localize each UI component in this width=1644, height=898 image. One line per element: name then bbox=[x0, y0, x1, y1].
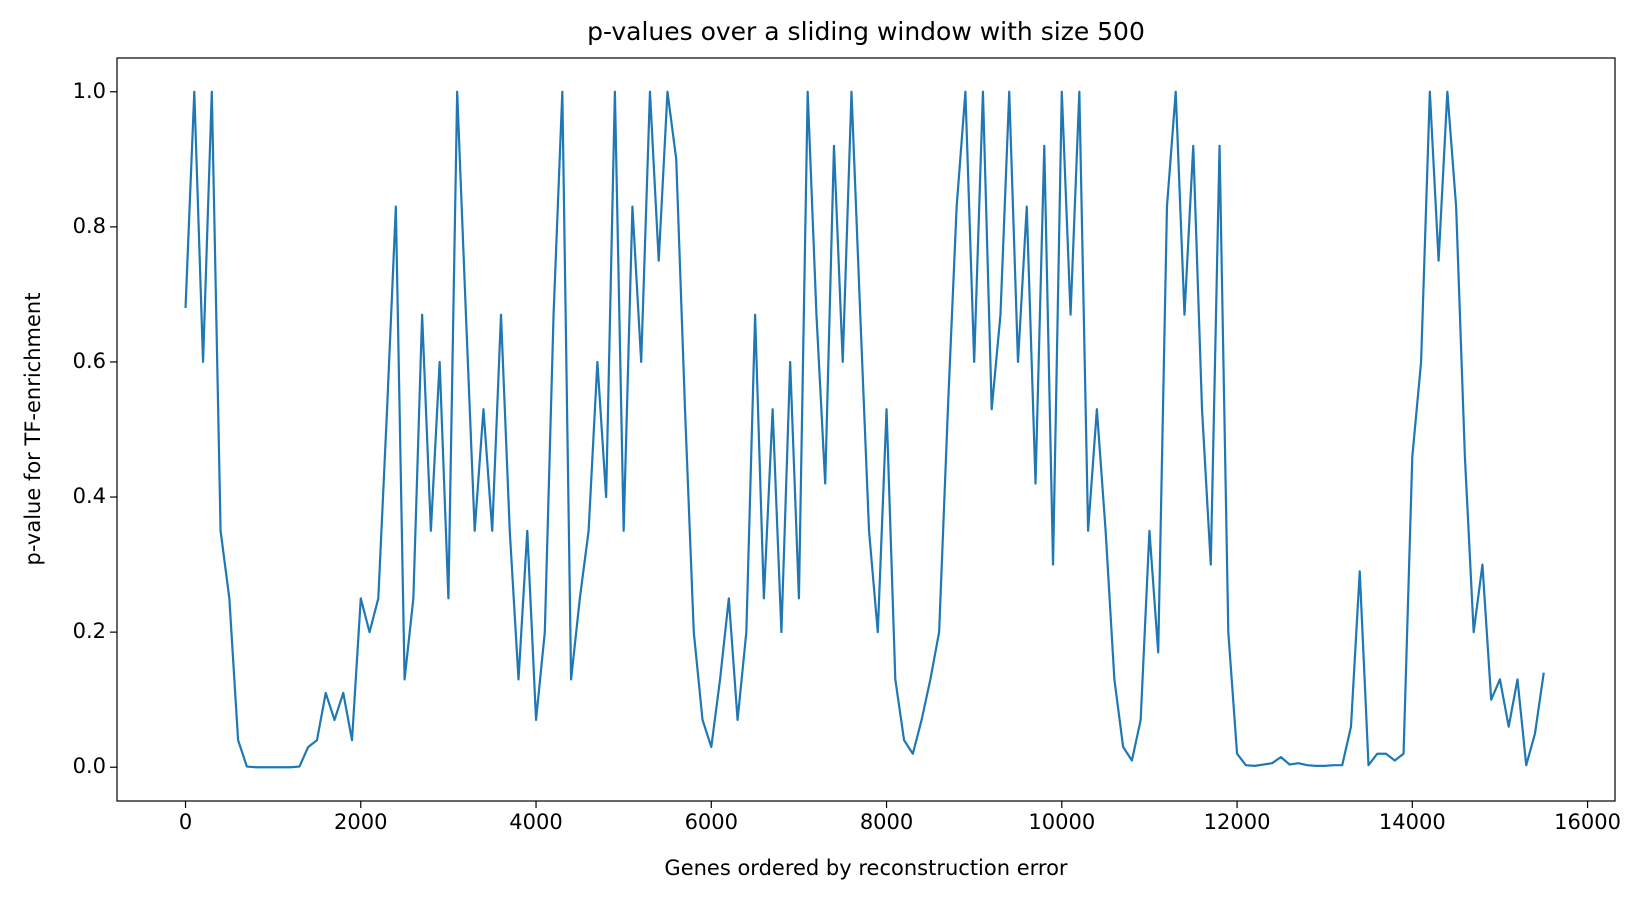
x-tick-label: 6000 bbox=[685, 810, 738, 834]
data-line bbox=[184, 90, 1545, 769]
chart-title: p-values over a sliding window with size… bbox=[587, 17, 1145, 46]
x-tick-label: 16000 bbox=[1554, 810, 1621, 834]
x-tick-label: 8000 bbox=[860, 810, 913, 834]
y-axis-label: p-value for TF-enrichment bbox=[21, 293, 45, 566]
y-tick-label: 1.0 bbox=[73, 79, 106, 103]
x-tick-label: 2000 bbox=[334, 810, 387, 834]
plot-frame bbox=[116, 57, 1616, 802]
y-tick-label: 0.6 bbox=[73, 349, 106, 373]
x-axis-label: Genes ordered by reconstruction error bbox=[664, 856, 1067, 880]
y-tick-label: 0.0 bbox=[73, 754, 106, 778]
x-tick-label: 10000 bbox=[1028, 810, 1095, 834]
x-tick-label: 12000 bbox=[1204, 810, 1271, 834]
x-tick-label: 14000 bbox=[1379, 810, 1446, 834]
y-tick-label: 0.8 bbox=[73, 214, 106, 238]
x-tick-label: 4000 bbox=[509, 810, 562, 834]
x-tick-label: 0 bbox=[179, 810, 192, 834]
y-tick-label: 0.4 bbox=[73, 484, 106, 508]
y-tick-label: 0.2 bbox=[73, 619, 106, 643]
